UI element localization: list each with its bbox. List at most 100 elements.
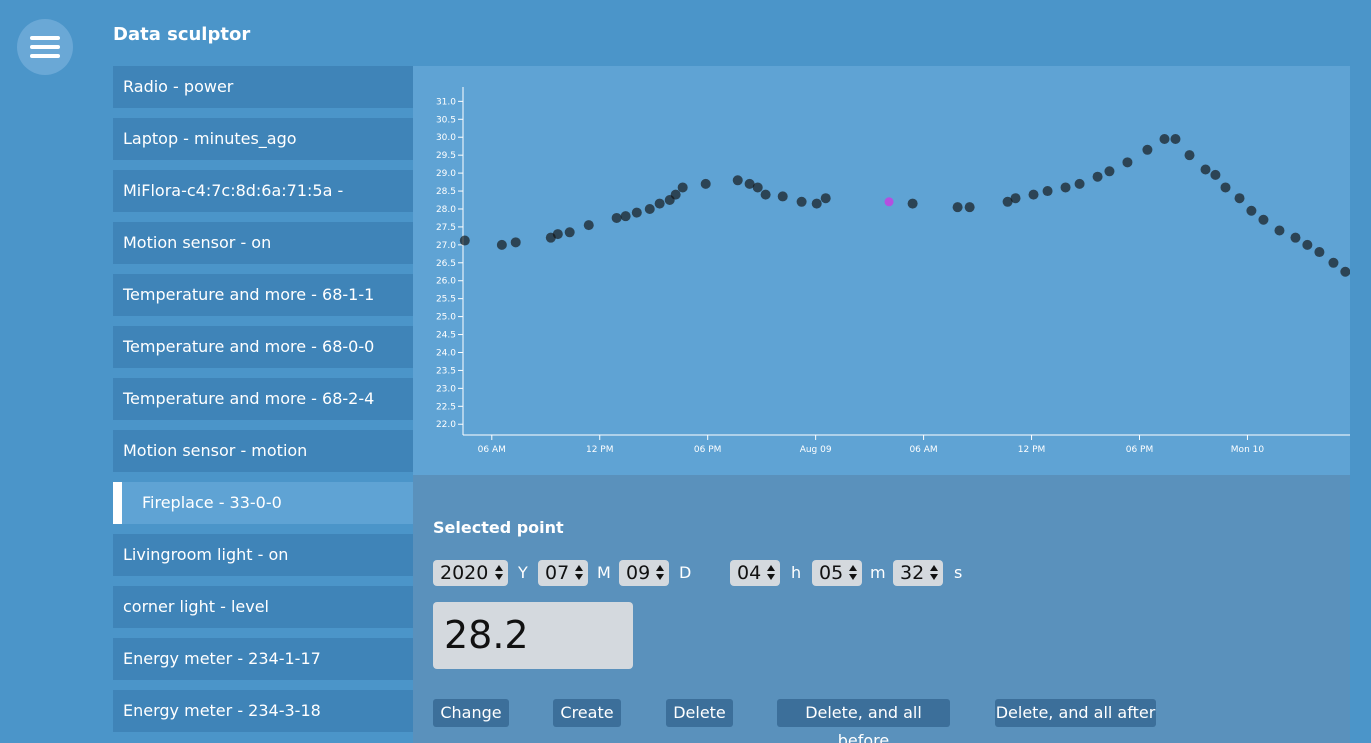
y-tick-label: 27.0 xyxy=(436,241,456,251)
value-input[interactable]: 28.2 xyxy=(433,602,633,669)
data-point xyxy=(1302,239,1313,250)
arrow-up xyxy=(495,565,503,571)
data-point xyxy=(459,235,470,246)
data-point xyxy=(964,202,975,213)
data-point xyxy=(907,198,918,209)
sidebar-item[interactable]: Temperature and more - 68-1-1 xyxy=(113,274,413,316)
data-point xyxy=(1200,164,1211,175)
field-unit: s xyxy=(954,563,963,582)
data-point xyxy=(1142,144,1153,155)
data-point xyxy=(1184,150,1195,161)
arrow-down xyxy=(575,574,583,580)
data-point xyxy=(732,175,743,186)
x-tick-label: 12 PM xyxy=(1018,445,1046,455)
x-tick-label: 12 PM xyxy=(586,445,614,455)
sidebar-item[interactable]: Radio - power xyxy=(113,66,413,108)
data-point xyxy=(564,227,575,238)
editor-title: Selected point xyxy=(433,518,564,537)
select-field[interactable]: 09 xyxy=(619,560,669,586)
button[interactable]: Create xyxy=(553,699,621,727)
data-point xyxy=(1220,182,1231,193)
sidebar-item[interactable]: Temperature and more - 68-0-0 xyxy=(113,326,413,368)
data-point xyxy=(777,191,788,202)
data-point xyxy=(1290,232,1301,243)
sidebar-item[interactable]: Temperature and more - 68-2-4 xyxy=(113,378,413,420)
data-point xyxy=(620,211,631,222)
sidebar-item[interactable]: Energy meter - 234-3-18 xyxy=(113,690,413,732)
sidebar-item[interactable]: Fireplace - 33-0-0 xyxy=(113,482,413,524)
data-point xyxy=(952,202,963,213)
x-tick-label: Aug 09 xyxy=(800,445,832,455)
select-field[interactable]: 07 xyxy=(538,560,588,586)
y-tick-label: 31.0 xyxy=(436,97,456,107)
arrow-down xyxy=(495,574,503,580)
data-point xyxy=(760,189,771,200)
data-point xyxy=(1170,134,1181,145)
button[interactable]: Change xyxy=(433,699,509,727)
sidebar-item[interactable]: Laptop - minutes_ago xyxy=(113,118,413,160)
data-point xyxy=(1104,166,1115,177)
select-value: 32 xyxy=(900,562,925,584)
data-point xyxy=(654,198,665,209)
button[interactable]: Delete xyxy=(666,699,733,727)
data-point xyxy=(1234,193,1245,204)
data-point xyxy=(1274,225,1285,236)
data-point xyxy=(1042,186,1053,197)
data-point xyxy=(670,189,681,200)
sidebar-item[interactable]: Energy meter - 234-1-17 xyxy=(113,638,413,680)
y-tick-label: 26.0 xyxy=(436,277,456,287)
field-unit: Y xyxy=(518,563,528,582)
y-tick-label: 28.0 xyxy=(436,205,456,215)
button[interactable]: Delete, and all after xyxy=(995,699,1156,727)
sidebar-item[interactable]: Motion sensor - motion xyxy=(113,430,413,472)
field-unit: h xyxy=(791,563,802,582)
select-field[interactable]: 05 xyxy=(812,560,862,586)
select-field[interactable]: 32 xyxy=(893,560,943,586)
button[interactable]: Delete, and all before xyxy=(777,699,950,743)
y-tick-label: 24.0 xyxy=(436,348,456,358)
sidebar-item[interactable]: Livingroom light - on xyxy=(113,534,413,576)
select-field[interactable]: 04 xyxy=(730,560,780,586)
data-point xyxy=(552,229,563,240)
x-tick-label: 06 PM xyxy=(694,445,722,455)
y-tick-label: 25.5 xyxy=(436,295,456,305)
data-point xyxy=(1340,266,1350,277)
arrow-down xyxy=(849,574,857,580)
menu-button[interactable] xyxy=(17,19,73,75)
data-point xyxy=(1122,157,1133,168)
y-tick-label: 30.0 xyxy=(436,133,456,143)
sidebar-item[interactable]: MiFlora-c4:7c:8d:6a:71:5a - moisture xyxy=(113,170,413,242)
arrow-up xyxy=(849,565,857,571)
arrow-up xyxy=(930,565,938,571)
y-tick-label: 24.5 xyxy=(436,331,456,341)
arrow-down xyxy=(767,574,775,580)
field-unit: D xyxy=(679,563,692,582)
x-tick-label: 06 PM xyxy=(1126,445,1154,455)
y-tick-label: 28.5 xyxy=(436,187,456,197)
arrow-down xyxy=(656,574,664,580)
data-point xyxy=(496,239,507,250)
data-point xyxy=(1210,169,1221,180)
select-value: 09 xyxy=(626,562,651,584)
data-point xyxy=(1246,205,1257,216)
data-point xyxy=(510,237,521,248)
arrow-down xyxy=(930,574,938,580)
arrow-up xyxy=(767,565,775,571)
arrow-up xyxy=(575,565,583,571)
data-point xyxy=(1028,189,1039,200)
y-tick-label: 23.0 xyxy=(436,384,456,394)
data-point xyxy=(677,182,688,193)
select-field[interactable]: 2020 xyxy=(433,560,508,586)
data-point xyxy=(796,196,807,207)
y-tick-label: 22.5 xyxy=(436,402,456,412)
sidebar-item[interactable]: Motion sensor - on xyxy=(113,222,413,264)
y-tick-label: 26.5 xyxy=(436,259,456,269)
data-point xyxy=(811,198,822,209)
app-title: Data sculptor xyxy=(113,24,251,45)
chart: 22.0 22.5 23.0 23.5 24.0 24.5 25.0 25.5 26.0 26.5… xyxy=(413,66,1350,475)
x-tick-label: Mon 10 xyxy=(1231,445,1265,455)
data-point xyxy=(1092,171,1103,182)
data-point xyxy=(1328,257,1339,268)
sidebar-item[interactable]: corner light - level xyxy=(113,586,413,628)
